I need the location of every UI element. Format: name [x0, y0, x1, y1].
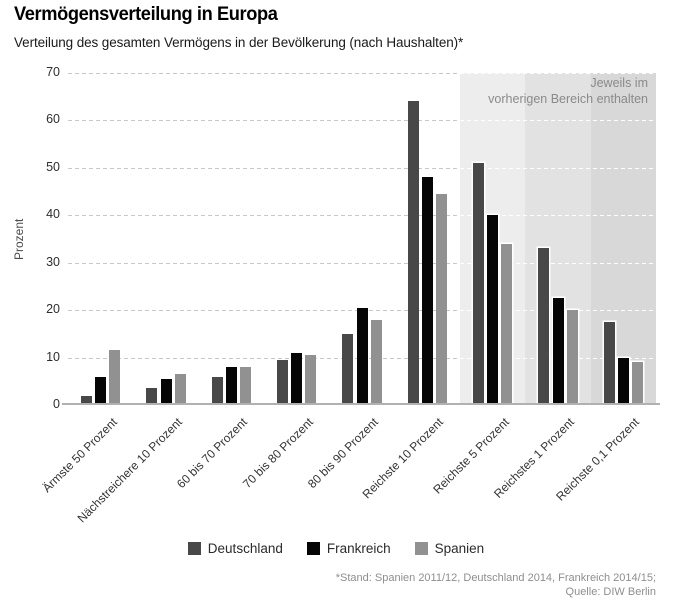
- y-tick-label: 0: [53, 397, 60, 411]
- bar-spanien: [632, 362, 644, 405]
- source-note: *Stand: Spanien 2011/12, Deutschland 201…: [336, 571, 656, 599]
- gridline-left: [68, 73, 460, 74]
- x-tick-label: 60 bis 70 Prozent: [174, 415, 251, 491]
- gridline-left: [68, 120, 460, 122]
- gridline-right: [460, 73, 656, 74]
- bar-frankreich: [95, 376, 107, 405]
- chart-annotation: Jeweils im vorherigen Bereich enthalten: [488, 76, 648, 107]
- legend-item-frankreich: Frankreich: [306, 541, 391, 556]
- bar-deutschland: [211, 376, 223, 405]
- legend-label: Deutschland: [207, 541, 283, 556]
- bar-spanien: [566, 310, 578, 405]
- bar-spanien: [305, 355, 317, 405]
- y-tick-label: 60: [46, 112, 60, 127]
- legend: Deutschland Frankreich Spanien: [0, 541, 672, 556]
- bar-deutschland: [80, 395, 92, 405]
- bar-spanien: [109, 350, 121, 405]
- annotation-line-2: vorherigen Bereich enthalten: [488, 91, 648, 106]
- legend-item-spanien: Spanien: [414, 541, 485, 556]
- bar-frankreich: [356, 307, 368, 405]
- bar-deutschland: [603, 322, 615, 405]
- legend-swatch-deutschland: [187, 542, 201, 555]
- bar-frankreich: [160, 378, 172, 405]
- y-tick-label: 20: [46, 302, 60, 317]
- bar-deutschland: [276, 359, 288, 405]
- y-tick-label: 50: [46, 159, 60, 174]
- gridline-right: [460, 262, 656, 264]
- bar-spanien: [370, 319, 382, 405]
- bar-frankreich: [552, 298, 564, 405]
- y-tick-label: 70: [46, 65, 60, 79]
- legend-label: Spanien: [434, 541, 485, 556]
- bar-spanien: [436, 193, 448, 405]
- bar-frankreich: [617, 357, 629, 405]
- legend-swatch-spanien: [414, 542, 428, 555]
- gridline-left: [68, 262, 460, 264]
- bar-deutschland: [538, 248, 550, 405]
- gridline-right: [460, 120, 656, 122]
- bar-deutschland: [407, 101, 419, 405]
- gridline-left: [68, 357, 460, 359]
- bar-deutschland: [342, 333, 354, 405]
- gridline-left: [68, 310, 460, 312]
- y-tick-label: 10: [46, 349, 60, 364]
- page-title: Vermögensverteilung in Europa: [14, 4, 278, 25]
- y-tick-label: 30: [46, 254, 60, 269]
- gridline-left: [68, 215, 460, 217]
- bar-deutschland: [472, 163, 484, 405]
- bar-frankreich: [421, 177, 433, 405]
- gridline-left: [68, 167, 460, 169]
- legend-label: Frankreich: [326, 541, 391, 556]
- gridline-right: [460, 215, 656, 217]
- bar-spanien: [174, 374, 186, 405]
- legend-item-deutschland: Deutschland: [187, 541, 283, 556]
- gridline-right: [460, 167, 656, 169]
- x-tick-label: Nächstreichere 10 Prozent: [74, 415, 185, 526]
- x-tick-label: 70 bis 80 Prozent: [239, 415, 316, 491]
- highlight-region: [590, 73, 656, 405]
- bar-deutschland: [146, 388, 158, 405]
- y-tick-label: 40: [46, 207, 60, 222]
- chart-subtitle: Verteilung des gesamten Vermögens in der…: [14, 35, 464, 50]
- x-axis-line: [62, 403, 660, 405]
- bar-spanien: [240, 367, 252, 405]
- bar-frankreich: [487, 215, 499, 405]
- legend-swatch-frankreich: [306, 542, 320, 555]
- plot-area: 0 10 20 30 40 50 60 70 Ärmste 50 Prozent Nächstre…: [39, 65, 660, 525]
- annotation-line-1: Jeweils im: [590, 76, 648, 90]
- bar-frankreich: [225, 367, 237, 405]
- source-note-line-2: Quelle: DIW Berlin: [565, 586, 656, 598]
- bar-frankreich: [291, 352, 303, 405]
- bar-spanien: [501, 243, 513, 405]
- source-note-line-1: *Stand: Spanien 2011/12, Deutschland 201…: [335, 572, 656, 584]
